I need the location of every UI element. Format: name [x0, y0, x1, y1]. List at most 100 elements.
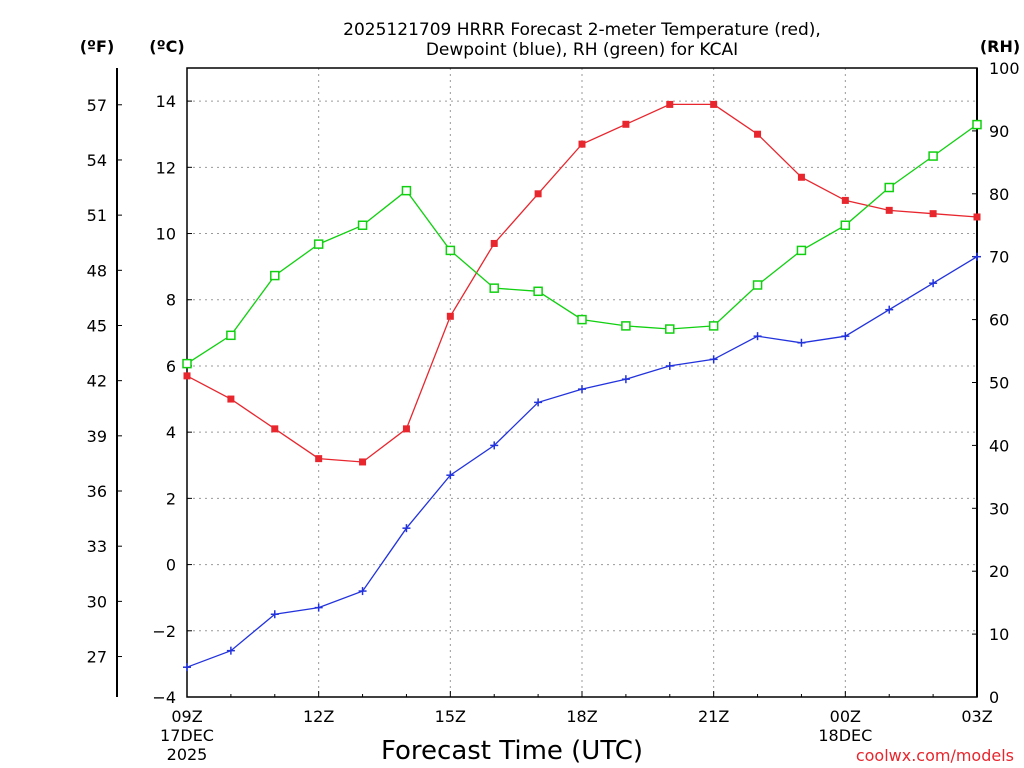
dewpoint-point [973, 252, 981, 261]
temperature-point [490, 239, 498, 247]
x-tick-date-label: 18DEC [818, 726, 872, 745]
dewpoint-point [709, 355, 718, 364]
fahrenheit-tick-label: 42 [87, 372, 107, 391]
celsius-tick-label: −4 [152, 688, 176, 707]
rh-tick-label: 80 [989, 185, 1009, 204]
rh-tick-label: 20 [989, 562, 1009, 581]
rh-tick-label: 0 [989, 688, 999, 707]
temperature-point [446, 312, 454, 320]
celsius-tick-label: 10 [156, 225, 176, 244]
temperature-point [797, 173, 805, 181]
temperature-point [710, 100, 718, 108]
temperature-point [841, 196, 849, 204]
fahrenheit-tick-label: 30 [87, 592, 107, 611]
celsius-tick-label: −2 [152, 622, 176, 641]
rh-point [796, 245, 807, 256]
rh-point [621, 321, 631, 331]
rh-tick-label: 50 [989, 374, 1009, 393]
rh-point [313, 239, 324, 249]
fahrenheit-unit-label: (ºF) [80, 37, 115, 56]
temperature-point [402, 425, 410, 433]
rh-point [928, 151, 938, 161]
celsius-tick-label: 8 [166, 291, 176, 310]
rh-point [270, 270, 280, 281]
x-axis-title: Forecast Time (UTC) [381, 736, 643, 766]
x-tick-label: 18Z [566, 707, 597, 726]
temperature-point [534, 190, 542, 198]
temperature-point [578, 140, 586, 148]
dewpoint-point [621, 375, 630, 384]
rh-point [840, 220, 851, 230]
rh-tick-label: 60 [989, 311, 1009, 330]
fahrenheit-tick-label: 57 [87, 96, 107, 115]
rh-tick-label: 90 [989, 122, 1009, 141]
rh-tick-label: 10 [989, 625, 1009, 644]
celsius-tick-label: 14 [156, 92, 176, 111]
fahrenheit-tick-label: 27 [87, 648, 107, 667]
dewpoint-point [929, 279, 938, 288]
chart-title-line2: Dewpoint (blue), RH (green) for KCAI [426, 40, 738, 60]
rh-point [884, 182, 894, 193]
temperature-point [885, 206, 893, 214]
x-tick-date-label: 17DEC [160, 726, 214, 745]
temperature-point [754, 130, 762, 138]
rh-point [489, 283, 499, 293]
fahrenheit-tick-label: 45 [87, 316, 107, 335]
rh-point [401, 185, 412, 196]
x-tick-label: 09Z [171, 707, 202, 726]
credit-text: coolwx.com/models [856, 746, 1014, 765]
x-tick-label: 03Z [961, 707, 992, 726]
temperature-point [271, 425, 279, 433]
rh-tick-label: 40 [989, 436, 1009, 455]
dewpoint-point [226, 646, 235, 655]
dewpoint-point [402, 524, 411, 533]
chart-title-line1: 2025121709 HRRR Forecast 2-meter Tempera… [343, 20, 821, 40]
fahrenheit-tick-label: 39 [87, 427, 107, 446]
temperature-point [622, 120, 630, 128]
dewpoint-point [490, 441, 499, 450]
celsius-tick-label: 12 [156, 158, 176, 177]
x-tick-label: 12Z [303, 707, 334, 726]
rh-point [226, 330, 236, 341]
dewpoint-point [885, 305, 894, 314]
dewpoint-point [358, 587, 367, 596]
fahrenheit-tick-label: 51 [87, 206, 107, 225]
x-tick-label: 21Z [698, 707, 729, 726]
rh-point [665, 324, 675, 334]
dewpoint-point [841, 332, 850, 341]
celsius-tick-label: 2 [166, 489, 176, 508]
rh-point [445, 245, 456, 256]
dewpoint-point [797, 338, 806, 347]
rh-tick-label: 70 [989, 248, 1009, 267]
temperature-point [666, 100, 674, 108]
fahrenheit-tick-label: 48 [87, 261, 107, 280]
dewpoint-point [446, 471, 455, 480]
grid-layer [187, 68, 977, 697]
rh-point [972, 119, 982, 130]
rh-unit-label: (RH) [980, 37, 1020, 56]
temperature-point [227, 395, 235, 403]
dewpoint-point [314, 603, 323, 612]
rh-point [533, 286, 543, 297]
rh-point [708, 321, 719, 331]
dewpoint-point [578, 385, 586, 394]
fahrenheit-tick-label: 54 [87, 151, 107, 170]
dewpoint-point [753, 332, 762, 341]
x-tick-year-label: 2025 [167, 745, 208, 764]
rh-tick-label: 100 [989, 59, 1020, 78]
celsius-tick-label: 6 [166, 357, 176, 376]
dewpoint-point [183, 663, 191, 672]
x-tick-label: 00Z [830, 707, 861, 726]
fahrenheit-tick-label: 33 [87, 537, 107, 556]
celsius-tick-label: 4 [166, 423, 176, 442]
axes-layer: 27 30 33 36 39 42 45 48 51 54 57 −4 −2 0 2 4 6 8 10 12 14 0 10… [87, 59, 1020, 764]
temperature-point [973, 213, 981, 221]
rh-point [577, 314, 587, 325]
dewpoint-point [665, 361, 674, 370]
rh-point [182, 358, 192, 369]
celsius-unit-label: (ºC) [149, 37, 184, 56]
dewpoint-point [534, 398, 543, 407]
rh-tick-label: 30 [989, 499, 1009, 518]
dewpoint-point [270, 610, 279, 619]
